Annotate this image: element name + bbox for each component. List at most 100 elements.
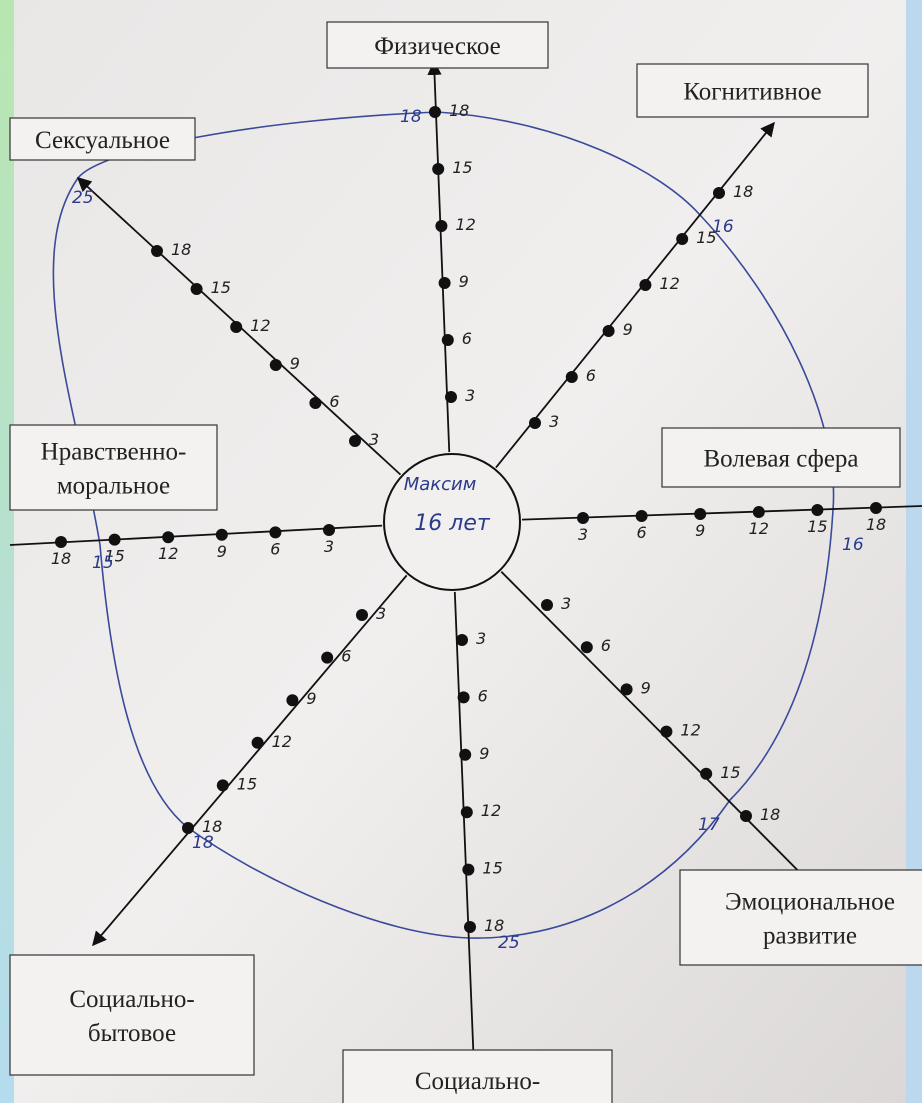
scale-dot: [811, 504, 824, 516]
scale-dot: [441, 334, 454, 346]
scale-dot: [639, 279, 652, 291]
scale-dot: [269, 359, 282, 371]
scale-label: 15: [696, 228, 716, 247]
scale-dot: [676, 233, 689, 245]
scale-dot: [580, 641, 593, 654]
scale-label: 6: [586, 366, 596, 385]
handwritten-value: 16: [712, 217, 734, 237]
scale-label: 9: [641, 678, 651, 697]
scale-dot: [216, 779, 229, 792]
scale-dot: [459, 748, 472, 761]
axes: 3 6 9 12 15 18 Физическое 18 3 6 9 12 15 18 Когнитивно…: [9, 21, 922, 1103]
scale-label: 3: [561, 594, 571, 613]
profile-curve: [52, 111, 835, 939]
scale-label: 9: [290, 354, 300, 373]
label-box: [636, 63, 869, 118]
handwritten-value: 25: [72, 188, 94, 208]
label-box: [9, 424, 218, 511]
scale-label: 15: [211, 278, 231, 297]
axis-label: Социально-: [69, 986, 194, 1013]
scale-label: 6: [601, 636, 611, 655]
center-age: 16 лет: [414, 511, 491, 536]
scale-dot: [269, 526, 282, 539]
scale-label: 3: [324, 537, 334, 556]
scale-label: 3: [465, 386, 475, 405]
scale-label: 9: [695, 521, 705, 540]
scale-dot: [541, 599, 553, 611]
scale-dot: [700, 767, 713, 780]
center-circle: [383, 453, 521, 591]
scale-dot: [432, 163, 445, 175]
scale-label: 12: [158, 544, 178, 563]
scale-label: 18: [202, 817, 222, 836]
scale-label: 9: [479, 744, 489, 763]
label-box: [9, 117, 196, 161]
scale-label: 12: [680, 721, 700, 740]
axis-label: Социально-: [415, 1068, 540, 1095]
left-edge: [0, 0, 14, 1103]
axis-label: Волевая сфера: [703, 446, 858, 473]
handwritten-value: 17: [698, 815, 720, 835]
scale-dot: [602, 325, 615, 337]
axis-label: Физическое: [374, 33, 501, 60]
scale-dot: [349, 435, 361, 447]
scale-dot: [464, 921, 476, 933]
handwritten-value: 18: [400, 107, 422, 127]
scale-label: 18: [51, 549, 71, 568]
scale-dot: [429, 106, 441, 118]
scale-label: 6: [478, 686, 488, 705]
axis-label: моральное: [57, 473, 170, 500]
scale-label: 15: [452, 158, 472, 177]
label-box: [679, 869, 922, 966]
scale-label: 12: [481, 801, 501, 820]
axis-label: Сексуальное: [35, 127, 170, 154]
scale-dot: [456, 634, 468, 646]
scale-dot: [215, 528, 228, 541]
scale-dot: [55, 536, 67, 548]
axis-line: [495, 121, 775, 469]
scale-dot: [190, 283, 203, 295]
right-edge: [906, 0, 922, 1103]
scale-label: 18: [760, 805, 780, 824]
scale-dot: [752, 506, 765, 518]
scale-label: 6: [329, 392, 339, 411]
scale-dot: [577, 512, 589, 524]
scale-label: 15: [482, 859, 502, 878]
scale-label: 3: [549, 412, 559, 431]
scale-dot: [162, 531, 175, 544]
scale-dot: [321, 651, 334, 664]
label-box: [661, 427, 901, 488]
axis-line: [427, 60, 451, 453]
scale-label: 15: [104, 547, 124, 566]
scale-label: 3: [369, 430, 379, 449]
axis-label: Эмоциональное: [725, 889, 895, 916]
axis-label: Когнитивное: [683, 79, 821, 106]
scale-dot: [660, 725, 673, 738]
scale-label: 12: [659, 274, 679, 293]
scale-label: 9: [459, 272, 469, 291]
scale-label: 15: [807, 517, 827, 536]
label-box: [9, 954, 255, 1076]
handwritten-value: 25: [498, 933, 520, 953]
scale-label: 12: [250, 316, 270, 335]
scale-label: 6: [270, 539, 280, 558]
scale-label: 9: [217, 542, 227, 561]
axis-label: Нравственно-: [41, 439, 187, 466]
scale-label: 9: [306, 689, 316, 708]
scale-label: 12: [455, 215, 475, 234]
scale-dot: [529, 417, 541, 429]
scale-label: 18: [171, 240, 191, 259]
scale-label: 12: [272, 732, 292, 751]
axis-label: развитие: [763, 923, 857, 950]
scale-label: 6: [637, 523, 647, 542]
handwritten-value: 18: [192, 833, 214, 853]
label-box: [326, 21, 549, 69]
scale-dot: [565, 371, 578, 383]
scale-dot: [323, 524, 335, 536]
handwritten-value: 16: [842, 535, 864, 555]
scale-label: 9: [623, 320, 633, 339]
scale-label: 3: [376, 604, 386, 623]
scale-dot: [309, 397, 322, 409]
scale-dot: [462, 863, 475, 876]
